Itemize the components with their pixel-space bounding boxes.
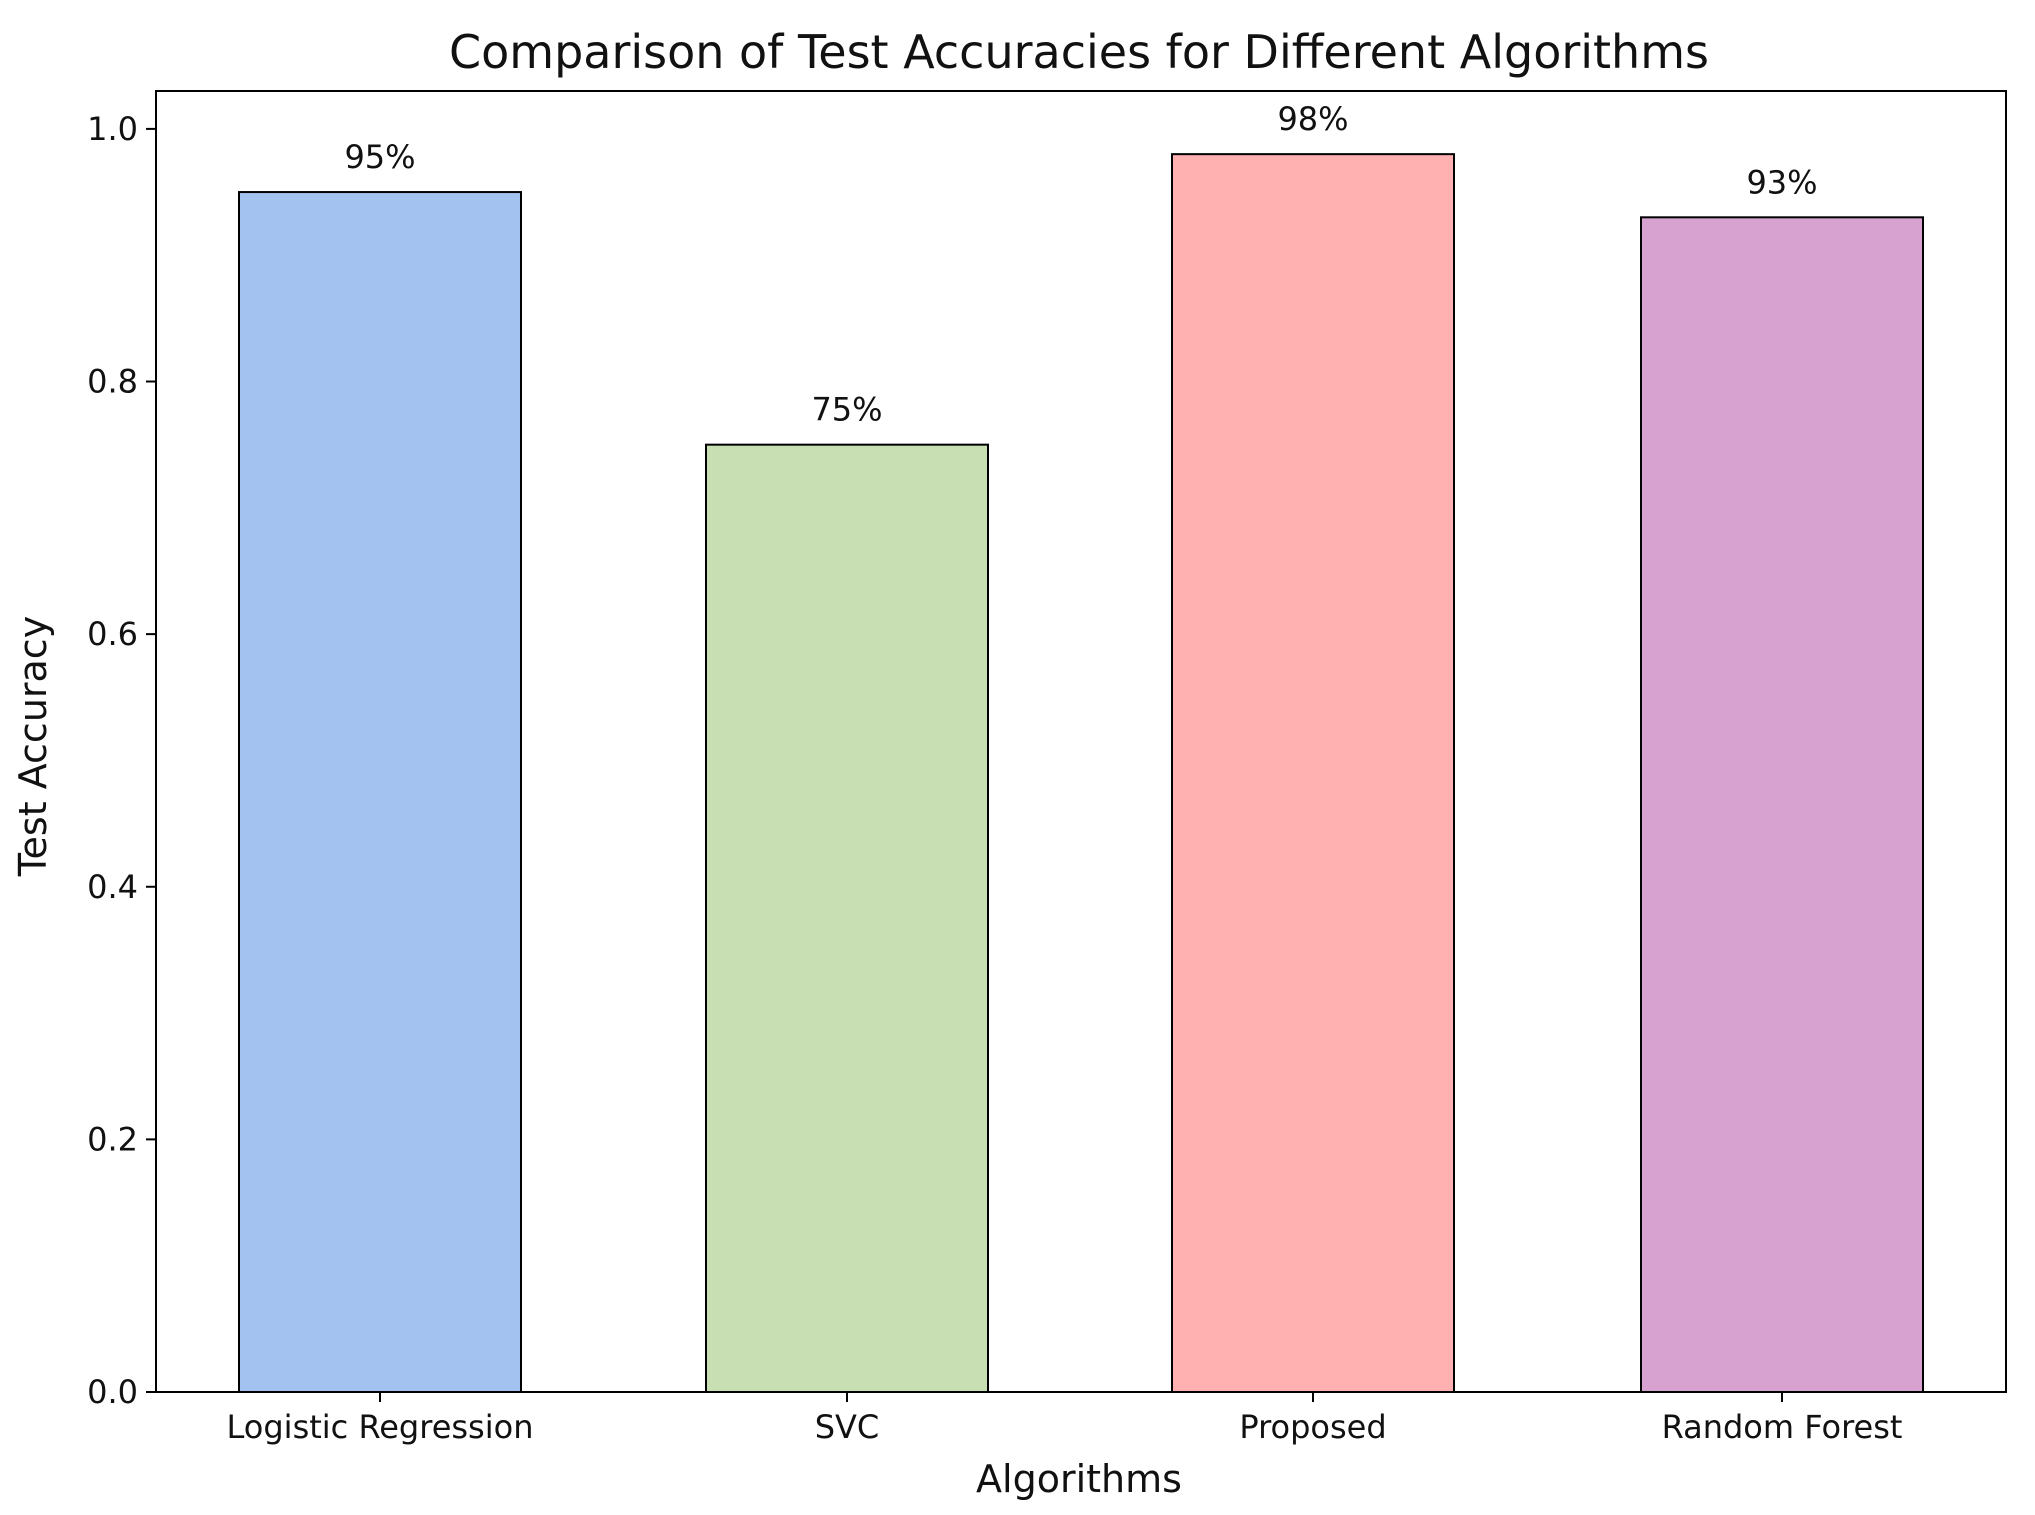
y-tick-label: 0.4 <box>87 868 138 906</box>
bar-proposed <box>1171 153 1455 1393</box>
x-tick-label: Random Forest <box>1662 1408 1903 1446</box>
y-tick-label: 0.6 <box>87 615 138 653</box>
x-tick-label: Logistic Regression <box>227 1408 534 1446</box>
x-tick-label: Proposed <box>1239 1408 1386 1446</box>
plot-area-frame <box>155 90 2007 1393</box>
x-axis-label: Algorithms <box>976 1457 1182 1501</box>
chart-title: Comparison of Test Accuracies for Differ… <box>449 25 1709 79</box>
bar-logistic-regression <box>238 191 522 1393</box>
bar-svc <box>705 443 989 1393</box>
x-tick-label: SVC <box>815 1408 880 1446</box>
data-label-logistic-regression: 95% <box>344 138 415 176</box>
y-tick-label: 0.8 <box>87 363 138 401</box>
y-axis-label: Test Accuracy <box>11 616 55 877</box>
bars-group <box>238 153 1924 1394</box>
data-label-random-forest: 93% <box>1746 163 1817 201</box>
data-label-svc: 75% <box>811 391 882 429</box>
y-tick-label: 1.0 <box>87 110 138 148</box>
y-axis-ticks: 0.0 0.2 0.4 0.6 0.8 1.0 <box>87 110 156 1411</box>
y-tick-label: 0.2 <box>87 1120 138 1158</box>
y-tick-label: 0.0 <box>87 1373 138 1411</box>
x-axis-ticks: Logistic Regression SVC Proposed Random For… <box>227 1392 1903 1446</box>
bar-random-forest <box>1640 216 1924 1394</box>
data-labels-group: 95% 75% 98% 93% <box>344 100 1817 429</box>
data-label-proposed: 98% <box>1277 100 1348 138</box>
